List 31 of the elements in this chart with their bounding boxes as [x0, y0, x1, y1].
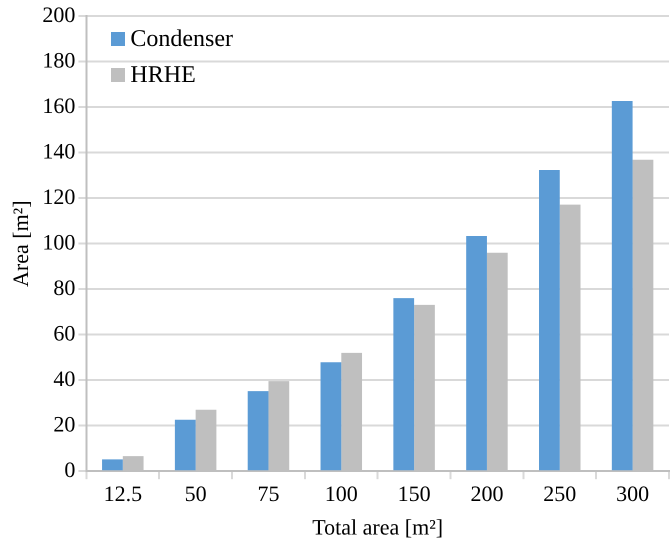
y-tick-label: 120 [42, 184, 76, 209]
bar [539, 170, 560, 470]
y-axis-title: Area [m²] [8, 200, 33, 288]
bar [612, 101, 633, 470]
x-tick-label: 12.5 [104, 481, 142, 506]
x-tick-label: 300 [616, 481, 650, 506]
bar [174, 420, 196, 470]
bar [393, 298, 414, 470]
bar [466, 236, 487, 470]
x-tick-label: 100 [324, 481, 358, 506]
legend-label: HRHE [130, 62, 196, 89]
y-tick-label: 200 [42, 2, 76, 27]
bar [102, 459, 123, 470]
y-tick-label: 60 [53, 320, 76, 346]
y-tick-label: 0 [64, 456, 76, 482]
x-tick-label: 250 [543, 481, 576, 506]
y-tick-label: 160 [42, 92, 76, 118]
x-axis-title: Total area [m²] [312, 514, 444, 540]
bar [248, 391, 268, 470]
legend-label: Condenser [130, 26, 234, 53]
y-tick-label: 100 [42, 229, 76, 254]
y-tick-label: 180 [42, 47, 76, 72]
bar [320, 362, 342, 470]
x-tick-label: 50 [184, 481, 207, 506]
y-tick-label: 20 [53, 411, 76, 436]
x-tick-label: 200 [470, 481, 504, 506]
x-tick-label: 150 [398, 481, 431, 506]
y-tick-label: 140 [42, 138, 76, 164]
y-tick-label: 40 [53, 366, 76, 391]
y-tick-label: 80 [53, 274, 76, 300]
x-tick-label: 75 [257, 481, 280, 506]
